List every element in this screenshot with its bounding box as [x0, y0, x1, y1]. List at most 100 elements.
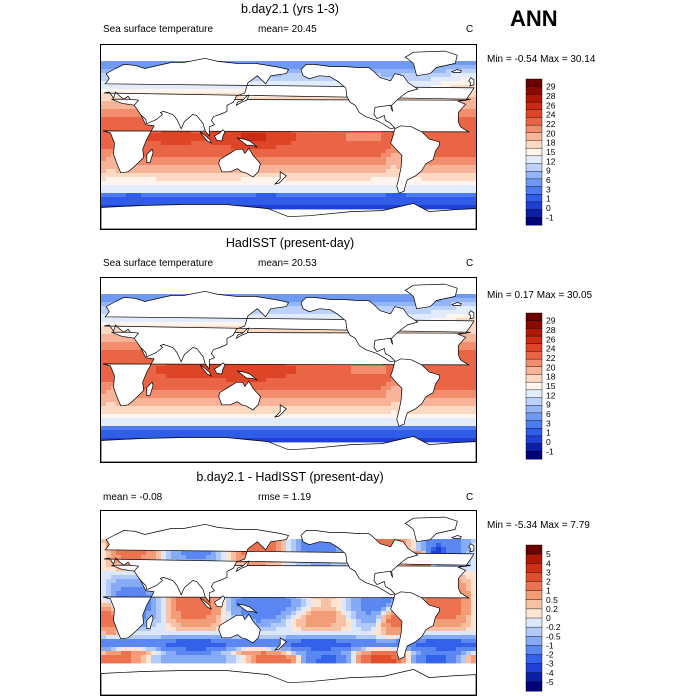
- sst-cell: [141, 294, 147, 299]
- sst-cell: [216, 386, 222, 391]
- sst-cell: [441, 382, 447, 387]
- sst-cell: [231, 185, 237, 190]
- sst-cell: [371, 370, 377, 375]
- sst-cell: [271, 314, 277, 319]
- sst-cell: [371, 197, 377, 202]
- sst-cell: [106, 85, 112, 90]
- sst-cell: [276, 141, 282, 146]
- sst-cell: [211, 85, 217, 90]
- sst-cell: [296, 177, 302, 182]
- sst-cell: [411, 177, 417, 182]
- sst-cell: [281, 181, 287, 186]
- sst-cell: [471, 398, 476, 403]
- sst-cell: [331, 97, 337, 102]
- sst-cell: [461, 169, 467, 174]
- sst-cell: [171, 141, 177, 146]
- sst-cell: [191, 366, 197, 371]
- sst-cell: [401, 65, 407, 70]
- sst-cell: [186, 157, 192, 162]
- sst-cell: [161, 398, 167, 403]
- colorbar-tick-label: 0: [546, 203, 551, 213]
- sst-cell: [181, 85, 187, 90]
- sst-cell: [136, 346, 142, 351]
- sst-cell: [466, 294, 472, 299]
- sst-cell: [466, 378, 472, 383]
- sst-cell: [366, 193, 372, 198]
- sst-cell: [326, 193, 332, 198]
- sst-cell: [401, 97, 407, 102]
- sst-cell: [466, 350, 472, 355]
- sst-cell: [101, 366, 107, 371]
- sst-cell: [351, 205, 357, 210]
- sst-cell: [236, 406, 242, 411]
- sst-cell: [176, 169, 182, 174]
- sst-cell: [366, 398, 372, 403]
- sst-cell: [206, 382, 212, 387]
- sst-cell: [306, 294, 312, 299]
- sst-cell: [286, 205, 292, 210]
- sst-cell: [471, 129, 476, 134]
- sst-cell: [281, 402, 287, 407]
- sst-cell: [471, 117, 476, 122]
- sst-cell: [336, 382, 342, 387]
- sst-cell: [241, 145, 247, 150]
- sst-cell: [391, 406, 397, 411]
- sst-cell: [346, 386, 352, 391]
- sst-cell: [361, 177, 367, 182]
- sst-cell: [316, 177, 322, 182]
- sst-cell: [336, 185, 342, 190]
- sst-cell: [446, 197, 452, 202]
- sst-cell: [261, 294, 267, 299]
- sst-cell: [126, 85, 132, 90]
- sst-cell: [271, 185, 277, 190]
- sst-cell: [281, 330, 287, 335]
- sst-cell: [206, 318, 212, 323]
- sst-cell: [456, 133, 462, 138]
- sst-cell: [181, 153, 187, 158]
- colorbar-swatch: [525, 155, 543, 165]
- sst-cell: [456, 386, 462, 391]
- sst-cell: [146, 173, 152, 178]
- sst-cell: [431, 205, 437, 210]
- sst-cell: [331, 133, 337, 138]
- sst-cell: [286, 145, 292, 150]
- sst-cell: [396, 330, 402, 335]
- sst-cell: [146, 398, 152, 403]
- sst-cell: [201, 137, 207, 142]
- sst-cell: [236, 330, 242, 335]
- sst-cell: [311, 185, 317, 190]
- sst-cell: [466, 177, 472, 182]
- sst-cell: [391, 173, 397, 178]
- sst-cell: [301, 141, 307, 146]
- sst-cell: [106, 169, 112, 174]
- sst-cell: [466, 390, 472, 395]
- sst-cell: [116, 109, 122, 114]
- sst-cell: [146, 197, 152, 202]
- sst-cell: [331, 197, 337, 202]
- sst-cell: [206, 169, 212, 174]
- sst-cell: [466, 77, 472, 82]
- sst-cell: [151, 177, 157, 182]
- sst-cell: [196, 133, 202, 138]
- sst-cell: [166, 137, 172, 142]
- sst-cell: [321, 402, 327, 407]
- sst-cell: [121, 322, 127, 327]
- sst-cell: [291, 133, 297, 138]
- sst-cell: [471, 125, 476, 130]
- sst-cell: [236, 133, 242, 138]
- sst-cell: [276, 394, 282, 399]
- sst-cell: [261, 157, 267, 162]
- sst-cell: [341, 378, 347, 383]
- sst-cell: [426, 193, 432, 198]
- sst-cell: [316, 201, 322, 206]
- sst-cell: [211, 382, 217, 387]
- sst-cell: [271, 310, 277, 315]
- sst-cell: [301, 398, 307, 403]
- landmass-australia: [218, 147, 261, 178]
- sst-cell: [221, 201, 227, 206]
- sst-cell: [211, 394, 217, 399]
- sst-cell: [441, 137, 447, 142]
- sst-cell: [111, 101, 117, 106]
- sst-cell: [131, 61, 137, 66]
- sst-cell: [301, 205, 307, 210]
